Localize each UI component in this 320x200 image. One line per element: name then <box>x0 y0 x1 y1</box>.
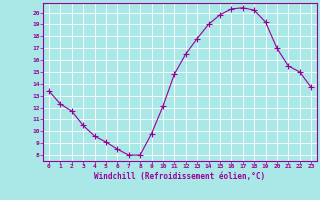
X-axis label: Windchill (Refroidissement éolien,°C): Windchill (Refroidissement éolien,°C) <box>94 172 266 181</box>
